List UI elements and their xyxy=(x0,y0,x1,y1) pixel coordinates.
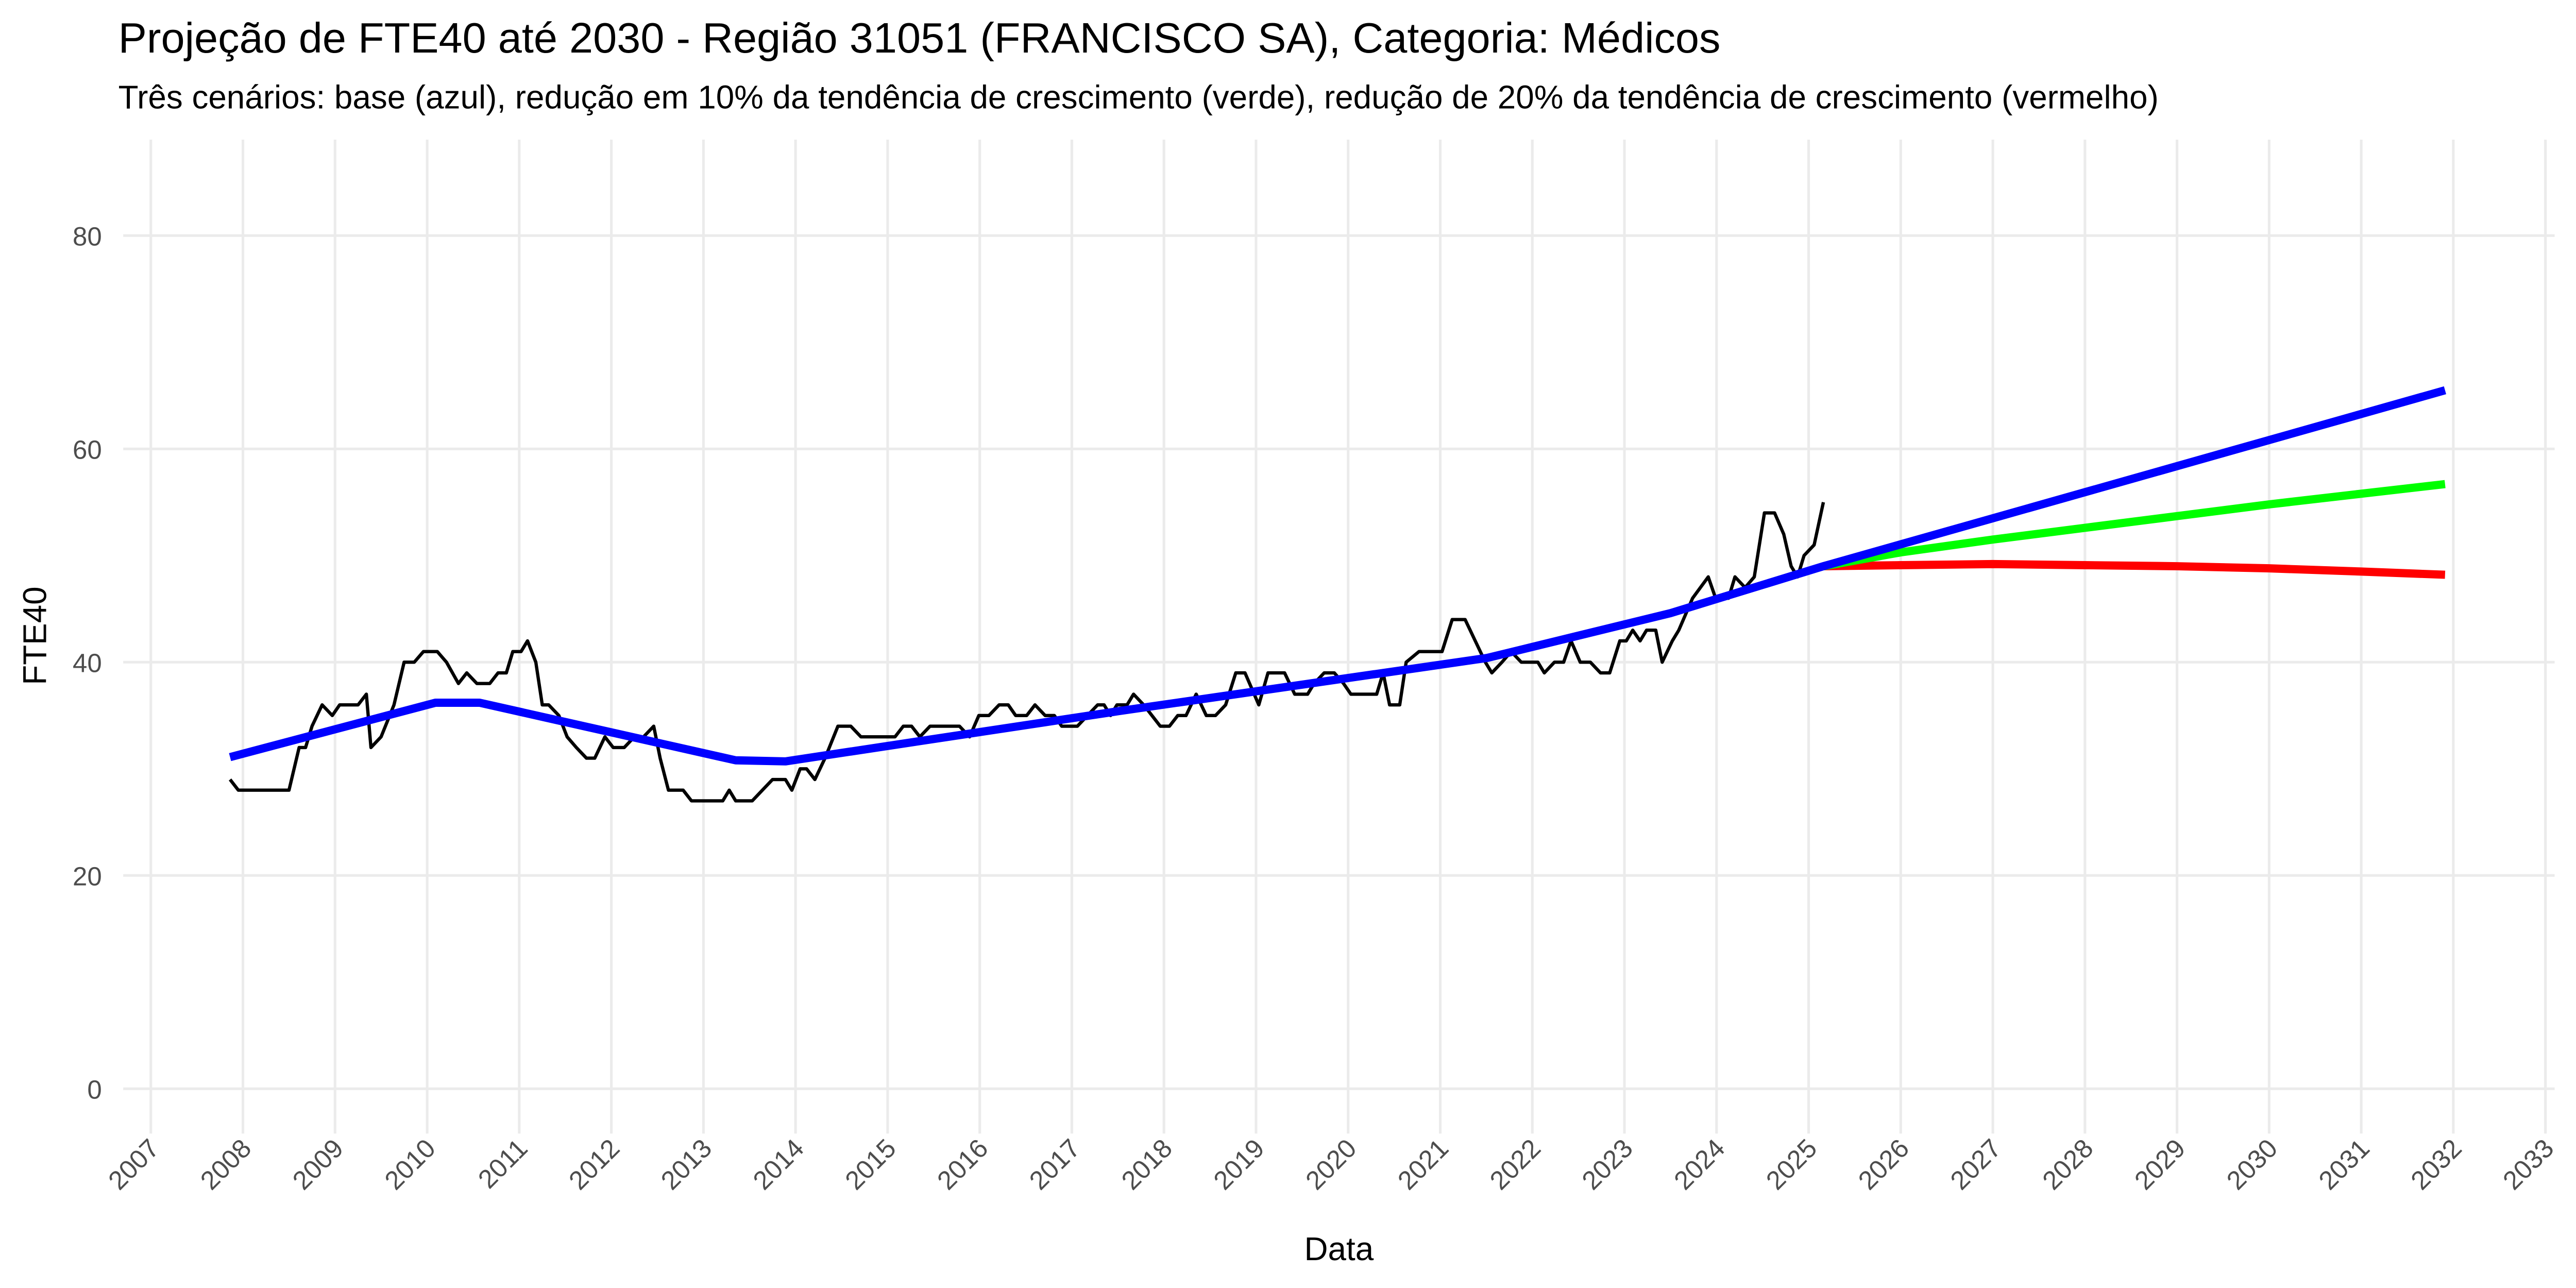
x-tick-label: 2010 xyxy=(379,1133,441,1196)
x-tick-label: 2027 xyxy=(1944,1133,2007,1196)
x-tick-label: 2013 xyxy=(655,1133,718,1196)
x-tick-label: 2015 xyxy=(839,1133,902,1196)
y-tick-label: 80 xyxy=(73,222,102,251)
grid xyxy=(123,140,2555,1134)
x-tick-label: 2032 xyxy=(2405,1133,2467,1196)
x-tick-label: 2021 xyxy=(1392,1133,1454,1196)
x-tick-label: 2011 xyxy=(472,1133,533,1194)
x-tick-label: 2020 xyxy=(1300,1133,1362,1196)
x-tick-label: 2028 xyxy=(2037,1133,2099,1196)
y-tick-label: 20 xyxy=(73,861,102,891)
x-tick-label: 2016 xyxy=(931,1133,994,1196)
y-axis-title: FTE40 xyxy=(16,586,53,685)
series-line xyxy=(1823,560,2446,579)
x-tick-label: 2024 xyxy=(1668,1133,1731,1196)
x-tick-label: 2026 xyxy=(1853,1133,1915,1196)
x-axis-title: Data xyxy=(1304,1230,1374,1267)
series-line xyxy=(229,386,2446,766)
x-tick-label: 2031 xyxy=(2313,1133,2375,1196)
x-tick-label: 2017 xyxy=(1024,1133,1086,1196)
x-tick-label: 2018 xyxy=(1116,1133,1178,1196)
chart-subtitle: Três cenários: base (azul), redução em 1… xyxy=(118,78,2159,115)
x-tick-label: 2007 xyxy=(103,1133,165,1196)
x-tick-label: 2009 xyxy=(287,1133,349,1196)
series-line xyxy=(1822,480,2446,570)
x-tick-label: 2029 xyxy=(2129,1133,2191,1196)
x-tick-label: 2023 xyxy=(1576,1133,1638,1196)
x-tick-label: 2022 xyxy=(1484,1133,1547,1196)
chart-title: Projeção de FTE40 até 2030 - Região 3105… xyxy=(118,14,1721,62)
x-tick-label: 2014 xyxy=(747,1133,809,1196)
series-line xyxy=(229,502,1825,803)
y-tick-label: 40 xyxy=(73,648,102,677)
y-tick-label: 0 xyxy=(87,1075,101,1104)
x-tick-label: 2030 xyxy=(2221,1133,2283,1196)
x-tick-label: 2019 xyxy=(1208,1133,1270,1196)
x-tick-label: 2033 xyxy=(2497,1133,2560,1196)
plot xyxy=(229,386,2446,803)
x-tick-label: 2012 xyxy=(563,1133,625,1196)
y-tick-label: 60 xyxy=(73,435,102,464)
x-tick-label: 2025 xyxy=(1760,1133,1823,1196)
x-tick-label: 2008 xyxy=(195,1133,257,1196)
